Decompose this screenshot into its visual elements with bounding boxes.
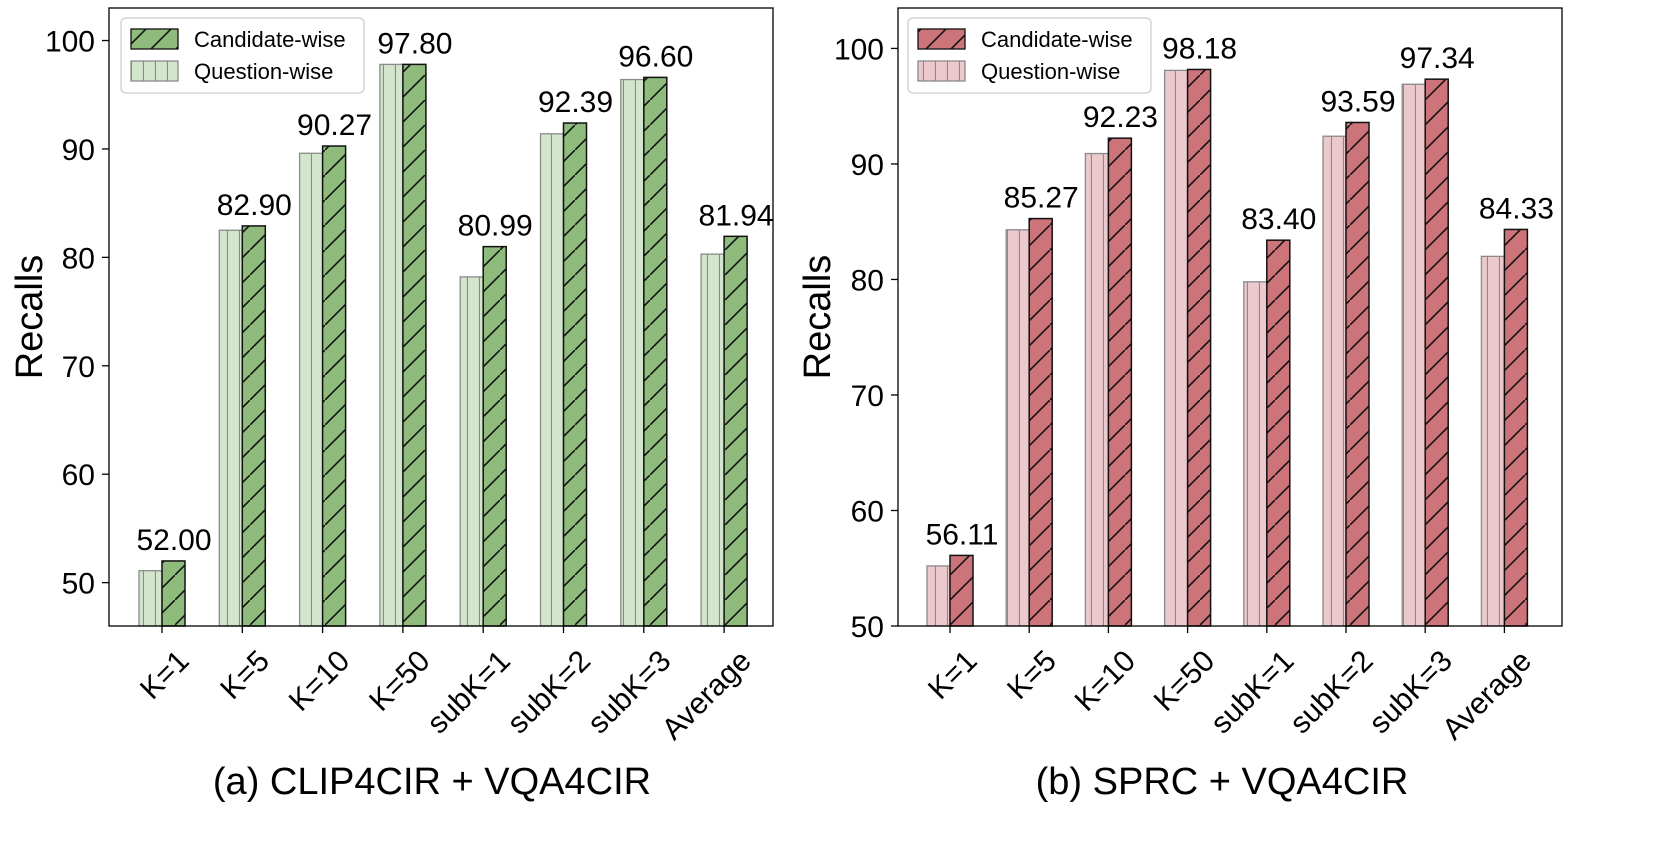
- bar-candidate-wise-hatch: [1345, 121, 1370, 627]
- data-label: 82.90: [217, 189, 292, 222]
- bar-question-wise-hatch: [218, 229, 243, 627]
- data-label: 97.34: [1400, 42, 1475, 75]
- x-tick-label: K=50: [1148, 644, 1221, 717]
- bar-question-wise-hatch: [1163, 69, 1189, 627]
- legend-box: [120, 17, 365, 94]
- bar-question-wise-hatch: [1084, 152, 1110, 627]
- axes-frame: [108, 7, 774, 627]
- bar-candidate-wise-hatch: [643, 76, 668, 627]
- y-axis-label: Recalls: [9, 255, 51, 380]
- bar-question-wise-hatch: [539, 133, 565, 627]
- data-label: 92.23: [1083, 101, 1158, 134]
- y-tick-label: 80: [851, 264, 884, 297]
- data-label: 98.18: [1162, 32, 1237, 65]
- bar-candidate-wise-hatch: [321, 145, 347, 627]
- legend-box: [907, 17, 1152, 94]
- bar-candidate-wise-hatch: [562, 122, 588, 627]
- bar-question-wise-hatch: [1480, 255, 1506, 627]
- data-label: 81.94: [699, 199, 774, 232]
- bar-candidate-wise-hatch: [723, 235, 748, 627]
- legend-label-candidate-wise: Candidate-wise: [981, 27, 1133, 52]
- y-tick-label: 70: [62, 351, 95, 384]
- bar-candidate-wise-hatch: [482, 245, 507, 627]
- data-label: 83.40: [1241, 203, 1316, 236]
- panel-b: 56.11 K=1 85.27 K=5 92.23 K=10 98.18 K=50 83.40 s…: [797, 7, 1563, 803]
- data-label: 52.00: [136, 524, 211, 557]
- bar-candidate-wise-hatch: [402, 63, 427, 627]
- y-tick-label: 80: [62, 242, 95, 275]
- bar-question-wise-hatch: [298, 152, 324, 627]
- y-tick-label: 100: [45, 26, 95, 59]
- bar-question-wise-hatch: [1322, 135, 1347, 627]
- x-tick-label: Average: [656, 644, 758, 746]
- bar-question-wise-hatch: [459, 276, 484, 627]
- data-label: 84.33: [1479, 192, 1554, 225]
- bar-question-wise-hatch: [1401, 83, 1426, 627]
- legend-label-question-wise: Question-wise: [981, 59, 1120, 84]
- x-tick-label: subK=1: [421, 644, 517, 740]
- data-label: 90.27: [297, 109, 372, 142]
- bar-question-wise-hatch: [138, 570, 163, 627]
- x-tick-label: K=5: [1001, 644, 1063, 706]
- legend-swatch-question-wise-hatch: [130, 60, 179, 82]
- bar-candidate-wise-hatch: [1186, 68, 1212, 627]
- bar-question-wise-hatch: [379, 63, 404, 627]
- x-tick-label: subK=2: [501, 644, 597, 740]
- data-label: 85.27: [1004, 182, 1079, 215]
- x-tick-label: subK=2: [1284, 644, 1380, 740]
- data-label: 93.59: [1320, 85, 1395, 118]
- legend-label-question-wise: Question-wise: [194, 59, 333, 84]
- data-label: 80.99: [458, 210, 533, 243]
- y-tick-label: 60: [62, 459, 95, 492]
- data-label: 92.39: [538, 86, 613, 119]
- y-tick-label: 90: [62, 134, 95, 167]
- x-tick-label: subK=1: [1205, 644, 1301, 740]
- y-tick-label: 50: [62, 568, 95, 601]
- y-tick-label: 90: [851, 149, 884, 182]
- bar-question-wise-hatch: [1005, 229, 1030, 627]
- x-tick-label: Average: [1436, 644, 1538, 746]
- y-tick-label: 50: [851, 611, 884, 644]
- axes-frame: [897, 7, 1563, 627]
- y-tick-label: 60: [851, 495, 884, 528]
- bar-candidate-wise-hatch: [1503, 228, 1529, 627]
- panel-a: 52.00 K=1 82.90 K=5 90.27 K=10 97.80 K=50 80.99 s…: [9, 7, 774, 803]
- bar-candidate-wise-hatch: [1028, 217, 1053, 627]
- legend-swatch-candidate-wise-hatch: [917, 28, 966, 50]
- panel-caption: (a) CLIP4CIR + VQA4CIR: [213, 761, 651, 803]
- x-tick-label: K=10: [1069, 644, 1142, 717]
- bar-question-wise-hatch: [1243, 281, 1268, 627]
- bar-candidate-wise-hatch: [241, 225, 267, 627]
- legend-label-candidate-wise: Candidate-wise: [194, 27, 346, 52]
- legend-swatch-candidate-wise-hatch: [130, 28, 179, 50]
- x-tick-label: K=1: [134, 644, 196, 706]
- bar-candidate-wise-hatch: [949, 554, 974, 627]
- bar-question-wise-hatch: [700, 253, 725, 627]
- data-label: 96.60: [618, 40, 693, 73]
- bar-question-wise-hatch: [620, 78, 645, 627]
- data-label: 56.11: [926, 518, 999, 551]
- x-tick-label: K=10: [283, 644, 356, 717]
- x-tick-label: K=50: [363, 644, 436, 717]
- bar-candidate-wise-hatch: [1424, 78, 1449, 627]
- y-axis-label: Recalls: [797, 255, 839, 380]
- x-tick-label: K=5: [214, 644, 276, 706]
- bar-candidate-wise-hatch: [1107, 137, 1133, 627]
- data-label: 97.80: [377, 27, 452, 60]
- legend-swatch-question-wise-hatch: [917, 60, 966, 82]
- bar-question-wise-hatch: [926, 565, 951, 627]
- bar-candidate-wise-hatch: [1266, 239, 1291, 627]
- panel-caption: (b) SPRC + VQA4CIR: [1036, 761, 1409, 803]
- bar-candidate-wise-hatch: [161, 560, 186, 627]
- y-tick-label: 100: [834, 33, 884, 66]
- y-tick-label: 70: [851, 380, 884, 413]
- x-tick-label: K=1: [922, 644, 984, 706]
